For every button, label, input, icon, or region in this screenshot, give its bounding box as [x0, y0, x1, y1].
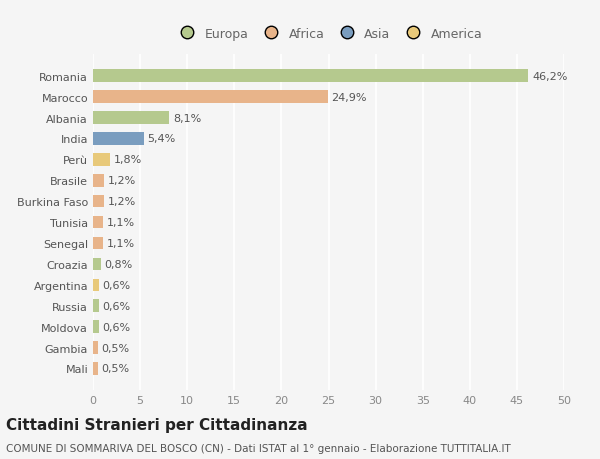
Bar	[93, 258, 101, 271]
Bar	[93, 216, 103, 229]
Text: 46,2%: 46,2%	[532, 72, 568, 82]
Text: 0,8%: 0,8%	[104, 259, 133, 269]
Text: 0,6%: 0,6%	[103, 301, 131, 311]
Bar	[93, 70, 528, 83]
Bar	[93, 341, 98, 354]
Bar	[93, 133, 144, 146]
Text: Cittadini Stranieri per Cittadinanza: Cittadini Stranieri per Cittadinanza	[6, 417, 308, 432]
Bar	[93, 112, 169, 124]
Bar	[93, 196, 104, 208]
Text: 1,2%: 1,2%	[108, 197, 136, 207]
Text: 0,6%: 0,6%	[103, 322, 131, 332]
Text: 1,2%: 1,2%	[108, 176, 136, 186]
Text: 1,1%: 1,1%	[107, 239, 135, 248]
Bar	[93, 300, 98, 312]
Text: 0,5%: 0,5%	[101, 364, 130, 374]
Text: 8,1%: 8,1%	[173, 113, 202, 123]
Text: COMUNE DI SOMMARIVA DEL BOSCO (CN) - Dati ISTAT al 1° gennaio - Elaborazione TUT: COMUNE DI SOMMARIVA DEL BOSCO (CN) - Dat…	[6, 443, 511, 453]
Text: 24,9%: 24,9%	[331, 92, 367, 102]
Text: 0,5%: 0,5%	[101, 343, 130, 353]
Bar	[93, 363, 98, 375]
Legend: Europa, Africa, Asia, America: Europa, Africa, Asia, America	[175, 28, 482, 41]
Text: 1,1%: 1,1%	[107, 218, 135, 228]
Bar	[93, 91, 328, 104]
Bar	[93, 321, 98, 333]
Bar	[93, 279, 98, 291]
Text: 1,8%: 1,8%	[114, 155, 142, 165]
Text: 0,6%: 0,6%	[103, 280, 131, 290]
Bar	[93, 174, 104, 187]
Bar	[93, 154, 110, 166]
Bar	[93, 237, 103, 250]
Text: 5,4%: 5,4%	[148, 134, 176, 144]
